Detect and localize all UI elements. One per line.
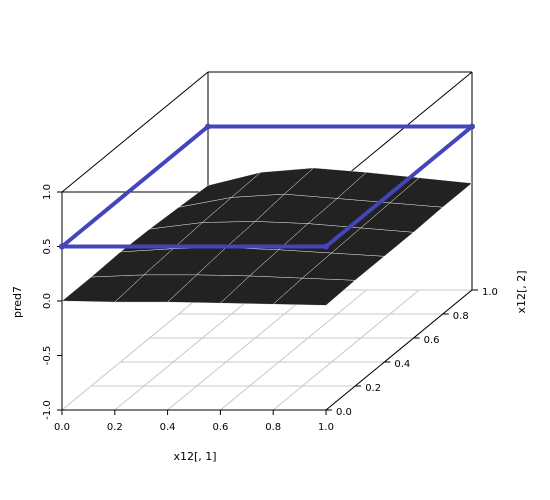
x-tick-label: 0.8 [265,422,281,433]
x-tick-label: 0.4 [160,422,176,433]
y-tick-label: 1.0 [482,287,498,298]
line-point [469,123,475,130]
y-tick-label: 0.4 [394,359,410,370]
grid-line [220,289,367,411]
x-tick-label: 0.0 [54,422,70,433]
z-tick-label: -1.0 [42,400,53,420]
z-tick-label: 0.0 [42,293,53,309]
z-tick-label: 1.0 [42,184,53,200]
x-tick-label: 0.6 [212,422,228,433]
box-edge [61,71,209,193]
surface-facet [389,177,473,208]
grid-line [114,289,262,411]
z-tick-label: 0.5 [42,239,53,255]
y-tick-label: 0.8 [453,311,469,322]
y-axis-title: x12[, 2] [515,270,528,313]
grid-line [167,289,314,411]
z-axis-title: pred7 [11,286,24,318]
grid-line [61,289,209,411]
y-axis [325,289,473,411]
line-point [205,123,211,130]
x-tick-label: 1.0 [318,422,334,433]
grid-line [272,289,420,411]
y-tick-label: 0.0 [336,407,352,418]
z-tick-label: -0.5 [42,346,53,366]
line-point [59,243,65,250]
y-tick-label: 0.2 [365,383,381,394]
y-tick-label: 0.6 [424,335,440,346]
x-axis-title: x12[, 1] [173,450,216,463]
line-point [323,243,329,250]
x-tick-label: 0.2 [107,422,123,433]
